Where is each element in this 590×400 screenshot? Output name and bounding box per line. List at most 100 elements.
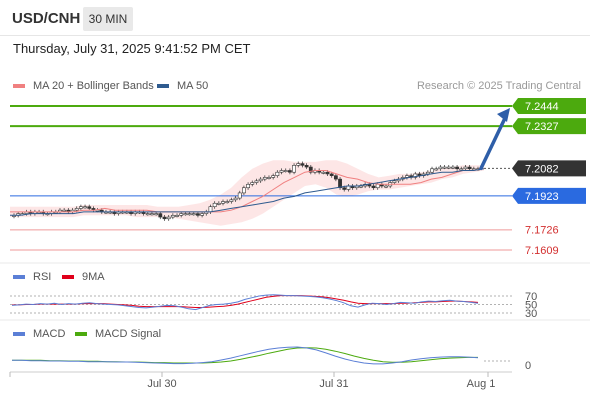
rsi-legend-label: 9MA [82, 271, 105, 283]
rsi-legend-swatch [13, 275, 25, 279]
rsi-tick-label: 70 [525, 291, 537, 303]
macd-legend-swatch [75, 332, 87, 336]
candle-body [225, 201, 230, 204]
candle-body [292, 165, 296, 173]
rsi-tick-label: 50 [525, 299, 537, 311]
candle-body [371, 185, 376, 189]
candle-body [212, 202, 217, 208]
candle-body [467, 166, 472, 170]
candle-body [262, 177, 267, 180]
macd-legend-swatch [13, 332, 25, 336]
candle-body [287, 170, 292, 173]
candle-body [434, 168, 439, 171]
candle-body [175, 215, 179, 217]
candle-body [258, 178, 263, 182]
price-tag [512, 98, 586, 114]
candle-body [250, 182, 255, 185]
candle-body [430, 168, 434, 173]
candle-body [333, 175, 338, 180]
candle-body [338, 178, 342, 189]
candle-body [183, 213, 188, 216]
chart-header: USD/CNH 30 MIN [0, 0, 590, 36]
candle-body [321, 171, 326, 174]
price-level-label: 7.1609 [525, 245, 559, 257]
candle-body [154, 213, 159, 216]
candle-body [392, 180, 397, 183]
candle-body [455, 166, 459, 170]
price-level-label: 7.1726 [525, 225, 559, 237]
candle-body [229, 199, 234, 202]
candle-body [267, 177, 271, 179]
legend-label: MA 50 [177, 80, 208, 92]
candle-body [359, 185, 363, 188]
timeframe-button[interactable]: 30 MIN [83, 7, 133, 31]
candle-body [329, 173, 334, 176]
candle-body [438, 166, 443, 170]
rsi-9ma-line [12, 295, 479, 308]
ma20-line [10, 168, 485, 213]
macd-zero-label: 0 [525, 360, 531, 372]
candle-body [166, 216, 171, 220]
price-tag [512, 118, 586, 135]
candle-body [463, 166, 468, 170]
x-tick-label: Jul 30 [147, 378, 176, 390]
candle-body [221, 201, 225, 204]
candle-body [446, 166, 451, 169]
candle-body [283, 170, 288, 172]
candle-body [95, 209, 100, 212]
candle-body [78, 206, 83, 209]
price-tag [512, 187, 586, 204]
forecast-arrow [479, 114, 508, 171]
candle-body [425, 171, 430, 175]
candle-body [342, 187, 347, 190]
candle-body [325, 171, 330, 175]
price-tag-label: 7.2327 [525, 121, 559, 133]
chart-datetime: Thursday, July 31, 2025 9:41:52 PM CET [13, 41, 251, 56]
rsi-line [11, 294, 479, 311]
candle-body [158, 213, 163, 218]
candle-body [179, 213, 184, 216]
candle-body [271, 175, 276, 178]
price-tag-label: 7.2082 [525, 163, 559, 175]
x-tick-label: Aug 1 [467, 378, 496, 390]
candle-body [200, 213, 205, 216]
price-tag-label: 7.2444 [525, 101, 559, 113]
rsi-legend-label: RSI [33, 271, 51, 283]
candle-body [254, 180, 259, 183]
candle-body [451, 166, 455, 169]
macd-line [12, 346, 479, 365]
credit-label: Research © 2025 Trading Central [417, 80, 581, 92]
macd-legend-label: MACD Signal [95, 328, 161, 340]
candle-body [405, 175, 409, 178]
price-tag-label: 7.1923 [525, 191, 559, 203]
candle-body [242, 187, 246, 194]
legend-label: MA 20 + Bollinger Bands [33, 80, 154, 92]
candle-body [187, 213, 192, 216]
candle-body [308, 166, 313, 173]
candle-body [74, 208, 79, 211]
candle-body [87, 206, 92, 209]
forecast-arrow-head [497, 108, 510, 122]
candle-body [384, 185, 388, 188]
rsi-tick-label: 30 [525, 308, 537, 320]
candle-body [459, 168, 464, 171]
candle-body [246, 183, 250, 189]
candle-body [375, 183, 380, 189]
candle-body [279, 170, 284, 173]
candle-body [191, 213, 196, 216]
candle-body [62, 209, 67, 212]
candle-body [208, 206, 213, 213]
candle-body [233, 197, 238, 201]
legend-swatch [13, 84, 25, 88]
candle-body [304, 165, 309, 168]
price-tag [512, 160, 586, 177]
x-tick-label: Jul 31 [319, 378, 348, 390]
macd-legend-label: MACD [33, 328, 65, 340]
symbol-title: USD/CNH [12, 10, 81, 27]
candle-body [170, 215, 175, 218]
candle-body [162, 216, 167, 220]
candle-body [413, 173, 418, 178]
candle-body [150, 213, 154, 216]
legend-swatch [157, 84, 169, 88]
